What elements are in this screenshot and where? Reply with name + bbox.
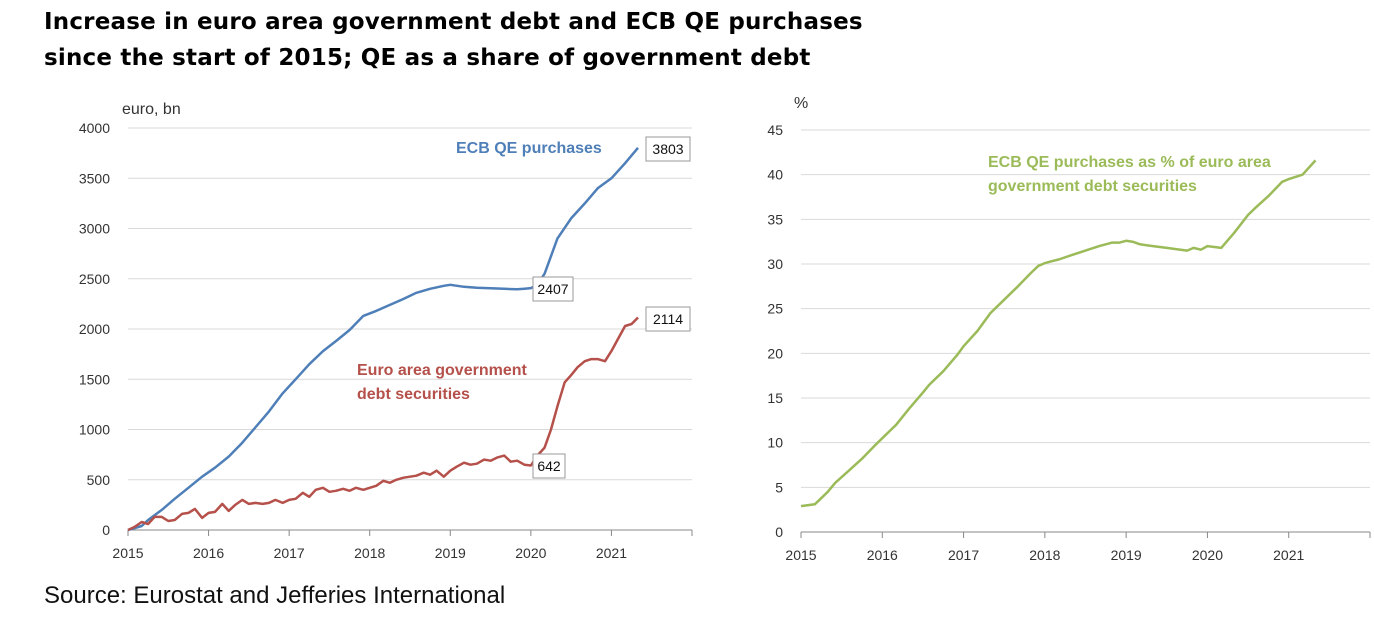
left-x-tick-label: 2017 <box>274 545 305 561</box>
right-y-tick-label: 40 <box>767 167 783 183</box>
left-series-line-0 <box>127 146 639 532</box>
left-axes: 0 500 1000 1500 2000 2500 3000 3500 4000 2015 2016… <box>79 120 693 561</box>
right-y-tick-label: 0 <box>775 524 783 540</box>
right-x-tick-label: 2016 <box>867 547 898 563</box>
left-y-tick-label: 0 <box>102 522 110 538</box>
left-x-tick-label: 2018 <box>354 545 385 561</box>
right-x-tick-label: 2020 <box>1192 547 1223 563</box>
data-label-642-text: 642 <box>537 458 561 474</box>
right-x-tick-label: 2017 <box>948 547 979 563</box>
data-label-2407-text: 2407 <box>537 281 568 297</box>
right-x-tick-label: 2019 <box>1111 547 1142 563</box>
left-chart: 0 500 1000 1500 2000 2500 3000 3500 4000 2015 2016… <box>79 101 693 561</box>
left-y-tick-label: 1000 <box>79 422 110 438</box>
left-gridlines <box>128 127 692 481</box>
source-note: Source: Eurostat and Jefferies Internati… <box>44 582 506 609</box>
title-line-1: Increase in euro area government debt an… <box>44 9 863 35</box>
left-x-tick-label: 2021 <box>596 545 627 561</box>
left-series-line-1 <box>127 316 639 532</box>
left-y-tick-label: 2000 <box>79 321 110 337</box>
left-y-tick-label: 4000 <box>79 120 110 136</box>
left-y-tick-label: 3000 <box>79 221 110 237</box>
annotation-gov-debt-line-1: Euro area government <box>357 362 528 379</box>
data-label-3803-text: 3803 <box>652 141 683 157</box>
right-x-tick-label: 2021 <box>1273 547 1304 563</box>
left-x-tick-label: 2015 <box>112 545 143 561</box>
data-label-642: 642 <box>532 453 566 479</box>
right-y-tick-label: 5 <box>775 479 783 495</box>
annotation-qe-share-line-2: government debt securities <box>988 178 1197 195</box>
left-y-tick-label: 3500 <box>79 170 110 186</box>
right-y-tick-label: 10 <box>767 435 783 451</box>
left-x-tick-label: 2020 <box>515 545 546 561</box>
data-label-2407: 2407 <box>532 276 574 302</box>
annotation-qe-share-line-1: ECB QE purchases as % of euro area <box>988 154 1271 171</box>
left-y-unit-label: euro, bn <box>122 101 181 118</box>
right-axes: 0 5 10 15 20 25 30 35 40 45 2015 2016 2017 2018 2019 20… <box>767 122 1371 563</box>
right-y-tick-label: 25 <box>767 301 783 317</box>
right-y-tick-label: 15 <box>767 390 783 406</box>
left-x-tick-label: 2019 <box>435 545 466 561</box>
right-x-tick-label: 2015 <box>785 547 816 563</box>
right-y-tick-label: 20 <box>767 345 783 361</box>
left-y-tick-label: 1500 <box>79 371 110 387</box>
left-y-tick-label: 2500 <box>79 271 110 287</box>
annotation-gov-debt-line-2: debt securities <box>357 386 470 403</box>
right-y-tick-label: 30 <box>767 256 783 272</box>
right-y-tick-label: 45 <box>767 122 783 138</box>
data-label-2114-text: 2114 <box>653 311 683 327</box>
data-label-3803: 3803 <box>645 136 691 162</box>
right-series-group <box>800 159 1317 508</box>
left-x-tick-label: 2016 <box>193 545 224 561</box>
right-y-tick-label: 35 <box>767 211 783 227</box>
title-line-2: since the start of 2015; QE as a share o… <box>44 45 811 71</box>
chart-title: Increase in euro area government debt an… <box>44 4 863 76</box>
annotation-ecb-qe: ECB QE purchases <box>456 140 602 157</box>
left-y-tick-label: 500 <box>87 472 111 488</box>
right-y-unit-label: % <box>794 95 808 112</box>
left-series-group <box>127 146 639 532</box>
right-gridlines <box>801 129 1370 488</box>
right-x-tick-label: 2018 <box>1029 547 1060 563</box>
right-series-line-0 <box>800 159 1317 508</box>
data-label-2114: 2114 <box>645 306 691 332</box>
right-chart: 0 5 10 15 20 25 30 35 40 45 2015 2016 2017 2018 2019 20… <box>767 95 1371 563</box>
